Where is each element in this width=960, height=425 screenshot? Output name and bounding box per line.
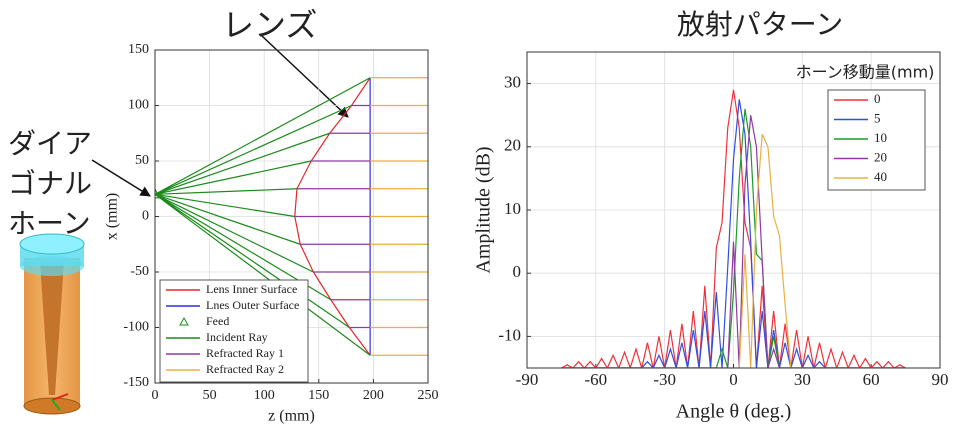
x-tick-label: 200 xyxy=(363,388,384,403)
x-tick-label: -60 xyxy=(584,370,607,389)
legend-swatch xyxy=(179,316,189,326)
x-tick-label: 150 xyxy=(308,388,329,403)
annotation: レンズ xyxy=(222,6,317,44)
legend-label: 40 xyxy=(874,169,887,184)
x-axis-label: Angle θ (deg.) xyxy=(676,401,792,423)
x-tick-label: 30 xyxy=(794,370,811,389)
x-tick-label: 0 xyxy=(152,388,159,403)
series-line xyxy=(561,99,906,368)
y-axis-label: x (mm) xyxy=(104,193,121,241)
y-tick-label: -50 xyxy=(130,264,149,279)
legend-label: Feed xyxy=(206,314,229,328)
series-line xyxy=(370,77,428,356)
x-tick-label: 60 xyxy=(863,370,880,389)
legend-label: 5 xyxy=(874,110,881,125)
lens-arrow xyxy=(261,35,349,118)
plot-area xyxy=(155,77,428,356)
x-tick-label: 100 xyxy=(254,388,275,403)
x-axis-label: z (mm) xyxy=(268,408,315,425)
y-tick-label: -100 xyxy=(123,320,149,335)
legend-box xyxy=(827,89,926,191)
x-tick-label: -30 xyxy=(653,370,676,389)
x-tick-label: -90 xyxy=(516,370,539,389)
horn-arrow xyxy=(91,159,151,197)
axes-frame xyxy=(154,49,429,384)
series-line xyxy=(561,108,906,368)
legend-label: Refracted Ray 2 xyxy=(206,362,284,376)
y-axis-label: Amplitude (dB) xyxy=(473,146,495,273)
legend-label: 20 xyxy=(874,149,887,164)
series-line xyxy=(561,89,906,368)
series-line xyxy=(155,77,371,356)
y-tick-label: 10 xyxy=(504,199,521,218)
x-tick-label: 90 xyxy=(932,370,949,389)
legend-label: Lens Inner Surface xyxy=(206,282,297,296)
y-tick-label: 50 xyxy=(135,153,149,168)
x-tick-label: 0 xyxy=(729,370,738,389)
y-tick-label: 150 xyxy=(128,42,149,57)
y-tick-label: -10 xyxy=(498,325,521,344)
annotation: ゴナル xyxy=(8,167,92,200)
annotation: ダイア xyxy=(8,127,92,160)
legend-label: 10 xyxy=(874,130,887,145)
y-tick-label: 20 xyxy=(504,136,521,155)
x-tick-label: 50 xyxy=(203,388,217,403)
legend-label: Refracted Ray 1 xyxy=(206,346,284,360)
legend-label: 0 xyxy=(874,91,881,106)
annotation: ホーン xyxy=(8,207,91,240)
y-tick-label: 30 xyxy=(504,73,521,92)
y-tick-label: -150 xyxy=(123,375,149,390)
y-tick-label: 0 xyxy=(513,262,522,281)
y-tick-label: 100 xyxy=(128,98,149,113)
plot-area xyxy=(561,89,906,368)
x-tick-label: 250 xyxy=(418,388,439,403)
chart-title: 放射パターン xyxy=(677,8,844,41)
axes-frame xyxy=(526,51,941,369)
legend-box xyxy=(159,279,309,383)
legend-title: ホーン移動量(mm) xyxy=(796,63,935,82)
series-line xyxy=(561,115,906,368)
series-line xyxy=(294,104,371,329)
legend-label: Lnes Outer Surface xyxy=(206,298,299,312)
legend-label: Incident Ray xyxy=(206,330,268,344)
horn-illustration xyxy=(19,233,85,415)
y-tick-label: 0 xyxy=(142,209,149,224)
